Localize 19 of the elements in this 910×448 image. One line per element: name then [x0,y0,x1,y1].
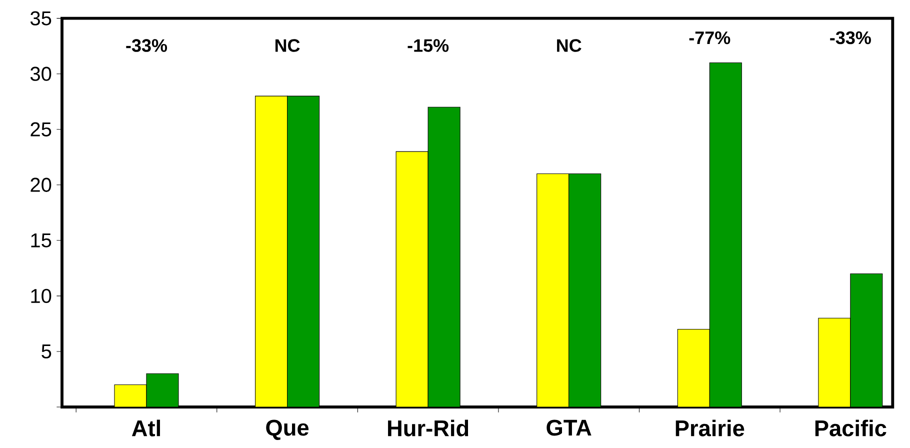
x-tick-label: Pacific [815,420,886,436]
x-tick-label: Atl [132,420,160,436]
annotation: -77% [689,31,730,44]
x-tick-label: Hur-Rid [388,420,468,436]
y-tick-label: 20 [30,178,52,192]
y-tick-label: 25 [30,122,52,136]
annotation: -15% [408,39,449,52]
y-tick-label: 5 [42,344,52,358]
y-tick-label: 30 [30,66,52,81]
x-tick-label: GTA [546,420,592,436]
x-tick-label: Que [266,420,309,440]
x-tick-label: Prairie [676,420,744,436]
annotation: -33% [830,31,871,44]
annotation: NC [557,39,582,52]
annotation: NC [275,39,300,52]
y-tick-label: 10 [31,288,52,304]
annotation: -33% [126,39,168,52]
y-tick-label: 35 [30,11,52,26]
y-tick-label: 15 [31,233,52,248]
